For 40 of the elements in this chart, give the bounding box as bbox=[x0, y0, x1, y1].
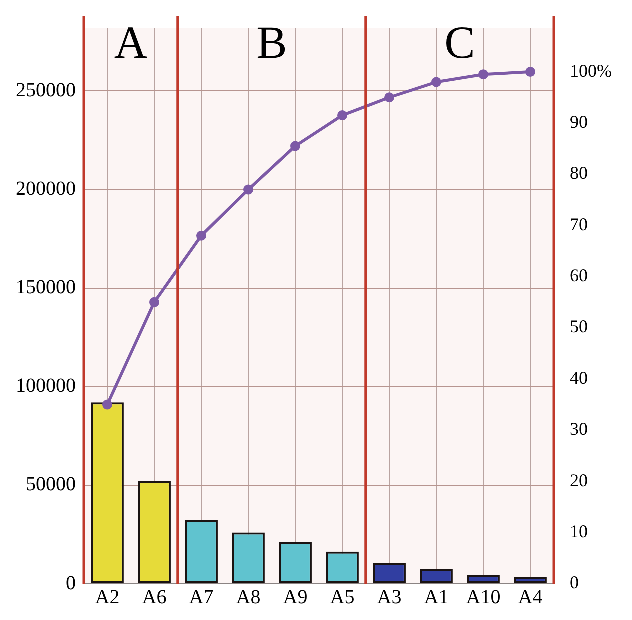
y-tick-label: 150000 bbox=[16, 276, 76, 299]
point bbox=[338, 110, 348, 121]
y2-tick-label: 90 bbox=[570, 112, 588, 132]
x-tick-label: A5 bbox=[330, 586, 355, 608]
y-tick-label: 0 bbox=[66, 572, 76, 594]
y2-tick-label: 10 bbox=[570, 522, 588, 542]
y-tick-label: 100000 bbox=[16, 375, 76, 398]
x-tick-label: A9 bbox=[283, 586, 308, 608]
point bbox=[196, 230, 206, 241]
y2-tick-label: 80 bbox=[570, 163, 588, 184]
x-tick-label: A1 bbox=[424, 586, 449, 608]
y2-tick-label: 100% bbox=[570, 60, 612, 81]
x-tick-label: A2 bbox=[95, 586, 120, 608]
x-tick-label: A10 bbox=[466, 586, 501, 608]
y2-tick-label: 60 bbox=[570, 266, 588, 286]
x-tick-label: A8 bbox=[236, 586, 261, 608]
x-tick-label: A3 bbox=[377, 586, 402, 608]
point bbox=[432, 77, 442, 88]
point bbox=[384, 92, 395, 103]
band-label: A bbox=[114, 17, 148, 68]
y2-tick-label: 30 bbox=[570, 419, 588, 440]
point bbox=[478, 70, 489, 80]
band-label: C bbox=[444, 17, 476, 68]
x-tick-label: A4 bbox=[518, 586, 543, 608]
y2-tick-label: 20 bbox=[570, 470, 588, 490]
y2-tick-label: 40 bbox=[570, 368, 588, 388]
point bbox=[102, 400, 112, 410]
y-tick-label: 50000 bbox=[26, 474, 76, 496]
y2-tick-label: 0 bbox=[570, 572, 580, 593]
point bbox=[526, 67, 536, 78]
point bbox=[244, 184, 254, 195]
x-tick-label: A6 bbox=[142, 586, 167, 608]
band-label: B bbox=[256, 17, 288, 68]
point bbox=[290, 141, 301, 152]
y2-tick-label: 50 bbox=[570, 316, 588, 337]
point bbox=[150, 297, 160, 308]
y-tick-label: 250000 bbox=[16, 79, 76, 102]
x-tick-label: A7 bbox=[189, 586, 214, 608]
y-tick-label: 200000 bbox=[16, 178, 76, 200]
y2-tick-label: 70 bbox=[570, 214, 588, 234]
